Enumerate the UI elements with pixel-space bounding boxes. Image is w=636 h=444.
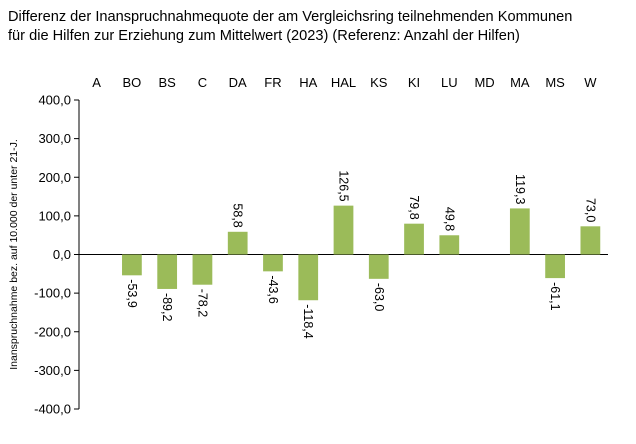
category-label: W: [584, 75, 597, 90]
bar: [509, 208, 530, 255]
category-label: DA: [229, 75, 247, 90]
data-label: -43,6: [266, 275, 280, 304]
chart-title-line-2: für die Hilfen zur Erziehung zum Mittelw…: [8, 28, 520, 44]
data-label: 126,5: [337, 170, 351, 201]
bar: [298, 254, 319, 301]
y-tick-label: -300,0: [34, 363, 71, 378]
y-tick-label: -100,0: [34, 286, 71, 301]
chart-title: Differenz der Inanspruchnahmequote der a…: [8, 8, 628, 46]
data-label: -63,0: [372, 283, 386, 312]
category-label: KS: [370, 75, 388, 90]
chart-title-line-1: Differenz der Inanspruchnahmequote der a…: [8, 9, 573, 25]
y-tick-label: 400,0: [38, 93, 71, 108]
bar: [404, 223, 424, 255]
data-label: 79,8: [407, 195, 421, 219]
category-label: HA: [299, 75, 317, 90]
y-tick-label: -200,0: [34, 324, 71, 339]
category-label: HAL: [331, 75, 356, 90]
bar: [333, 205, 354, 255]
category-label: BS: [158, 75, 176, 90]
data-label: 58,8: [231, 203, 245, 227]
bar: [122, 254, 142, 276]
data-labels: -53,9 -89,2 -78,2 58,8 -43,6 -118,4 126,5 -63,0…: [125, 170, 597, 338]
data-label: -61,1: [548, 282, 562, 311]
y-tick-label: 0,0: [53, 247, 71, 262]
category-label: MD: [474, 75, 494, 90]
data-label: 119,3: [513, 174, 527, 204]
bars: [122, 205, 601, 301]
y-tick-label: 300,0: [38, 131, 71, 146]
bar: [263, 254, 283, 272]
y-tick-label: 100,0: [38, 208, 71, 223]
category-labels: A BO BS C DA FR HA HAL KS KI LU MD MA MS W: [92, 75, 597, 90]
category-label: MA: [510, 75, 530, 90]
data-label: -118,4: [301, 304, 315, 339]
data-label: 49,8: [442, 207, 456, 231]
bar: [157, 254, 178, 289]
bar: [439, 235, 460, 255]
category-label: FR: [264, 75, 281, 90]
bar: [227, 231, 248, 255]
data-label: -89,2: [160, 293, 174, 322]
data-label: -53,9: [125, 279, 139, 308]
y-axis-title: Inanspruchnahme bez. auf 10.000 der unte…: [8, 139, 20, 370]
bar: [368, 254, 389, 279]
category-label: LU: [441, 75, 458, 90]
data-label: 73,0: [583, 198, 597, 222]
category-label: A: [92, 75, 101, 90]
y-tick-label: 200,0: [38, 170, 71, 185]
category-label: C: [198, 75, 207, 90]
bar: [580, 226, 601, 255]
category-label: BO: [123, 75, 142, 90]
category-label: KI: [408, 75, 420, 90]
bar: [192, 254, 213, 285]
category-label: MS: [545, 75, 565, 90]
y-tick-label: -400,0: [34, 402, 71, 417]
bar: [545, 254, 565, 279]
data-label: -78,2: [195, 289, 209, 318]
